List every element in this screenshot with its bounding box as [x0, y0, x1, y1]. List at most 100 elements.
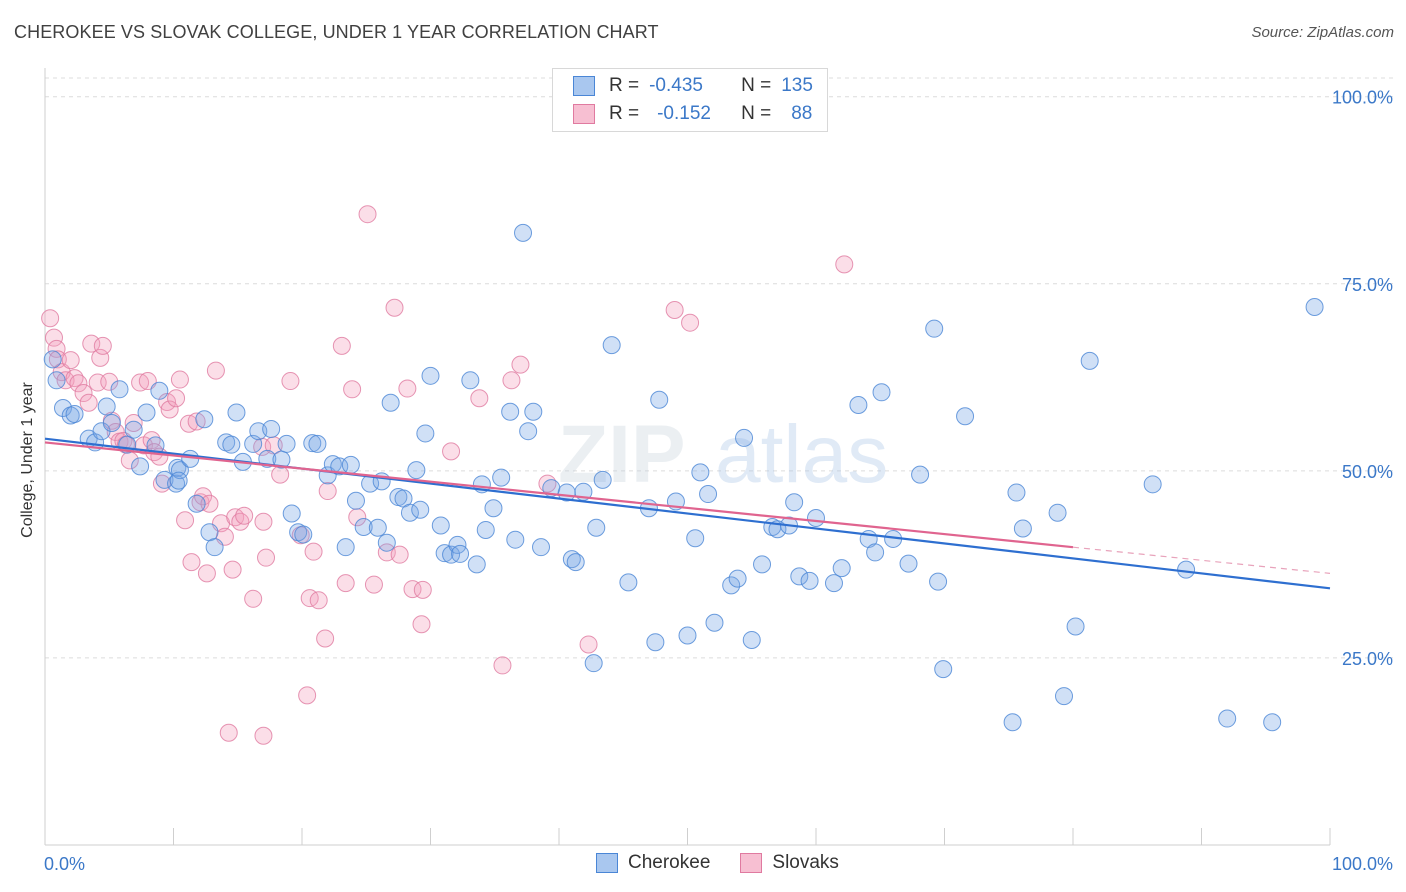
cherokee-point	[476, 520, 495, 539]
cherokee-point	[1263, 713, 1282, 732]
legend-r-label: R =	[609, 103, 640, 124]
x-tick-label-end: 100.0%	[1332, 854, 1393, 874]
cherokee-point	[65, 404, 84, 423]
slovaks-point	[665, 300, 684, 319]
watermark: ZIP atlas	[558, 409, 888, 500]
slovaks-point	[442, 442, 461, 461]
cherokee-point	[416, 424, 435, 443]
slovaks-point	[304, 542, 323, 561]
cherokee-point	[705, 613, 724, 632]
cherokee-point	[155, 470, 174, 489]
cherokee-point	[461, 371, 480, 390]
cherokee-point	[1048, 503, 1067, 522]
cherokee-point	[1177, 560, 1196, 579]
source-label: Source: ZipAtlas.com	[1251, 24, 1394, 41]
cherokee-point	[506, 530, 525, 549]
cherokee-point	[934, 660, 953, 679]
slovaks-point	[244, 589, 263, 608]
watermark-atlas: atlas	[715, 409, 888, 500]
y-tick-label: 75.0%	[1342, 275, 1393, 295]
slovaks-point	[79, 393, 98, 412]
slovaks-point	[385, 298, 404, 317]
cherokee-point	[354, 517, 373, 536]
cherokee-point	[524, 402, 543, 421]
cherokee-point	[849, 396, 868, 415]
cherokee-point	[124, 420, 143, 439]
cherokee-point	[431, 516, 450, 535]
slovaks-point	[61, 351, 80, 370]
cherokee-point	[619, 573, 638, 592]
slovaks-point	[223, 560, 242, 579]
cherokee-point	[227, 403, 246, 422]
series-legend-slovaks: Slovaks	[740, 852, 839, 874]
cherokee-point	[262, 419, 281, 438]
cherokee-point	[341, 455, 360, 474]
cherokee-point	[514, 223, 533, 242]
cherokee-point	[699, 485, 718, 504]
slovaks-point	[493, 656, 512, 675]
legend-swatch-cherokee	[573, 76, 595, 96]
cherokee-point	[169, 471, 188, 490]
slovaks-point	[271, 465, 290, 484]
slovaks-point	[364, 575, 383, 594]
cherokee-point	[435, 544, 454, 563]
cherokee-point	[451, 544, 470, 563]
cherokee-point	[735, 428, 754, 447]
cherokee-point	[691, 463, 710, 482]
cherokee-point	[501, 402, 520, 421]
cherokee-point	[222, 435, 241, 454]
cherokee-point	[832, 559, 851, 578]
slovaks-point	[390, 545, 409, 564]
slovaks-point	[470, 389, 489, 408]
cherokee-point	[377, 533, 396, 552]
slovaks-point	[219, 723, 238, 742]
cherokee-point	[1055, 687, 1074, 706]
slovaks-point	[82, 334, 101, 353]
slovaks-point	[44, 328, 63, 347]
slovaks-trend-extension	[1072, 546, 1331, 574]
cherokee-point	[911, 465, 930, 484]
cherokee-point	[800, 571, 819, 590]
cherokee-point	[956, 407, 975, 426]
slovaks-point	[336, 574, 355, 593]
cherokee-point	[650, 390, 669, 409]
slovaks-point	[511, 355, 530, 374]
cherokee-point	[1080, 351, 1099, 370]
cherokee-point	[646, 633, 665, 652]
slovaks-swatch	[740, 853, 763, 873]
slovaks-point	[502, 371, 521, 390]
cherokee-point	[336, 538, 355, 557]
slovaks-point	[138, 372, 157, 391]
slovaks-point	[398, 379, 417, 398]
slovaks-point	[160, 400, 179, 419]
slovaks-points	[41, 205, 854, 745]
cherokee-swatch	[596, 853, 618, 873]
cherokee-point	[467, 555, 486, 574]
y-tick-label: 50.0%	[1342, 462, 1393, 482]
series-legend-cherokee: Cherokee	[596, 852, 710, 874]
slovaks-point	[358, 205, 377, 224]
legend-n-value-cherokee: 135	[781, 75, 813, 96]
cherokee-point	[187, 494, 206, 513]
slovaks-point	[257, 548, 276, 567]
cherokee-point	[519, 422, 538, 441]
cherokee-point	[1143, 475, 1162, 494]
cherokee-point	[602, 336, 621, 355]
cherokee-point	[97, 397, 116, 416]
cherokee-point	[131, 457, 150, 476]
cherokee-point	[442, 545, 461, 564]
cherokee-point	[929, 572, 948, 591]
slovaks-point	[343, 380, 362, 399]
legend-r-label: R =	[609, 75, 640, 96]
cherokee-point	[807, 508, 825, 527]
legend-n-value-slovaks: 88	[791, 103, 813, 124]
cherokee-point	[110, 380, 129, 399]
slovaks-point	[106, 422, 125, 441]
slovaks-trend-line	[44, 441, 1074, 549]
slovaks-point	[298, 686, 317, 705]
y-tick-label: 25.0%	[1342, 649, 1393, 669]
slovaks-point	[318, 482, 337, 501]
cherokee-point	[200, 523, 219, 542]
slovaks-point	[413, 580, 432, 599]
